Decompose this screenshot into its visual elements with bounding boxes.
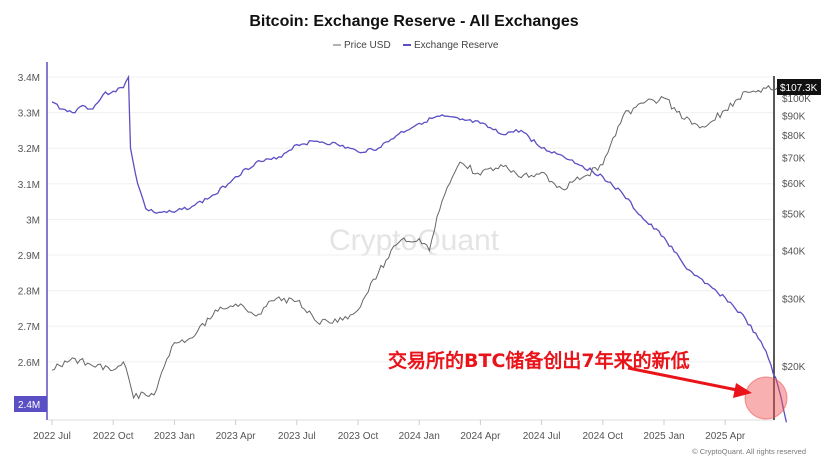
current-price-badge — [777, 79, 821, 95]
x-tick-label: 2023 Oct — [338, 431, 379, 442]
copyright: © CryptoQuant. All rights reserved — [692, 447, 806, 456]
left-tick-label: 3.4M — [18, 73, 40, 84]
left-tick-label: 3.1M — [18, 180, 40, 191]
legend-label-reserve[interactable]: Exchange Reserve — [414, 40, 499, 51]
x-tick-label: 2022 Oct — [93, 431, 134, 442]
x-tick-label: 2025 Jan — [643, 431, 684, 442]
arrow-icon — [627, 366, 752, 398]
x-tick-label: 2023 Apr — [216, 431, 257, 442]
left-tick-label: 2.6M — [18, 358, 40, 369]
highlight-circle — [744, 376, 788, 420]
right-tick-label: $100K — [782, 94, 811, 105]
right-tick-label: $90K — [782, 112, 806, 123]
right-tick-label: $70K — [782, 153, 806, 164]
price-line — [51, 85, 787, 400]
current-reserve-label: 2.4M — [18, 400, 40, 411]
x-tick-label: 2023 Jul — [278, 431, 316, 442]
right-tick-label: $80K — [782, 131, 806, 142]
annotation-text: 交易所的BTC储备创出7年来的新低 — [388, 350, 690, 372]
x-tick-label: 2025 Apr — [705, 431, 746, 442]
left-tick-label: 2.8M — [18, 287, 40, 298]
legend: Price USD Exchange Reserve — [333, 40, 499, 51]
left-tick-label: 3.3M — [18, 109, 40, 120]
right-tick-label: $40K — [782, 247, 806, 258]
x-tick-label: 2022 Jul — [33, 431, 71, 442]
x-tick-label: 2024 Apr — [460, 431, 501, 442]
legend-label-price[interactable]: Price USD — [344, 40, 391, 51]
current-reserve-badge — [14, 396, 47, 412]
right-tick-label: $50K — [782, 209, 806, 220]
current-price-label: $107.3K — [780, 83, 818, 94]
left-tick-label: 2.7M — [18, 322, 40, 333]
right-tick-label: $30K — [782, 294, 806, 305]
left-tick-label: 3M — [26, 215, 40, 226]
x-tick-label: 2023 Jan — [154, 431, 195, 442]
left-tick-label: 3.2M — [18, 144, 40, 155]
right-tick-label: $20K — [782, 362, 806, 373]
reserve-line — [51, 74, 788, 423]
left-tick-label: 2.9M — [18, 251, 40, 262]
right-tick-label: $60K — [782, 179, 806, 190]
chart-title: Bitcoin: Exchange Reserve - All Exchange… — [249, 13, 578, 30]
watermark: CryptoQuant — [329, 224, 500, 257]
x-tick-label: 2024 Jan — [399, 431, 440, 442]
x-tick-label: 2024 Jul — [523, 431, 561, 442]
x-tick-label: 2024 Oct — [583, 431, 624, 442]
